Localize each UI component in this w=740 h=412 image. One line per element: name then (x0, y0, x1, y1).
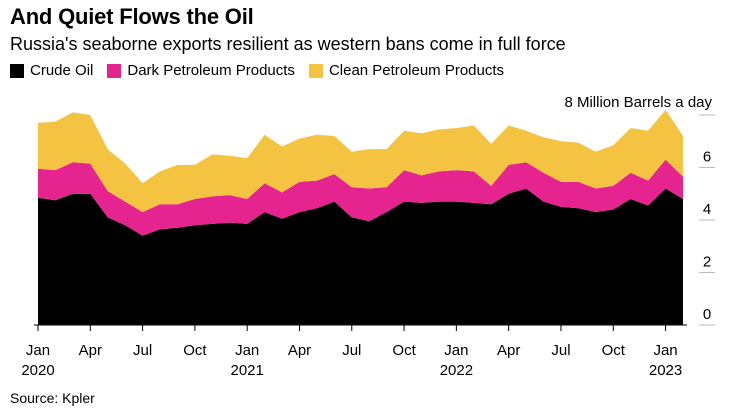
x-tick-label: Jul (133, 342, 152, 359)
y-unit-label: 8 Million Barrels a day (564, 94, 712, 111)
chart-subtitle: Russia's seaborne exports resilient as w… (10, 34, 566, 54)
legend: Crude Oil Dark Petroleum Products Clean … (10, 62, 518, 79)
x-tick-year-label: 2023 (649, 362, 682, 379)
x-tick-year-label: 2021 (231, 362, 264, 379)
legend-label-dark-petroleum: Dark Petroleum Products (127, 62, 295, 79)
x-tick-label: Apr (497, 342, 520, 359)
x-tick-label: Jan (26, 342, 50, 359)
x-tick-year-label: 2020 (21, 362, 54, 379)
x-tick-label: Jul (551, 342, 570, 359)
legend-item-dark-petroleum: Dark Petroleum Products (107, 62, 295, 79)
y-tick-label: 2 (703, 254, 711, 271)
legend-item-clean-petroleum: Clean Petroleum Products (308, 62, 505, 79)
area-crude-oil (38, 188, 683, 325)
y-tick-label: 6 (703, 149, 711, 166)
legend-label-clean-petroleum: Clean Petroleum Products (328, 62, 505, 79)
legend-swatch-clean-petroleum (308, 63, 323, 78)
y-tick-label: 4 (703, 201, 711, 218)
legend-swatch-crude-oil (10, 63, 24, 78)
area-dark-petroleum-products (38, 159, 683, 236)
chart-title: And Quiet Flows the Oil (10, 4, 254, 29)
chart-source: Source: Kpler (10, 390, 95, 406)
x-tick-year-label: 2022 (440, 362, 473, 379)
legend-item-crude-oil: Crude Oil (10, 62, 93, 79)
x-tick-label: Apr (79, 342, 102, 359)
x-tick-label: Oct (183, 342, 207, 359)
area-clean-petroleum-products (38, 109, 683, 213)
x-tick-label: Oct (392, 342, 416, 359)
legend-swatch-dark-petroleum (107, 63, 122, 78)
x-tick-label: Jul (342, 342, 361, 359)
x-tick-label: Jan (444, 342, 468, 359)
x-tick-label: Jan (653, 342, 677, 359)
x-tick-label: Oct (602, 342, 626, 359)
legend-label-crude-oil: Crude Oil (30, 62, 94, 79)
x-tick-label: Apr (288, 342, 311, 359)
x-tick-label: Jan (235, 342, 259, 359)
y-tick-label: 0 (703, 306, 711, 323)
